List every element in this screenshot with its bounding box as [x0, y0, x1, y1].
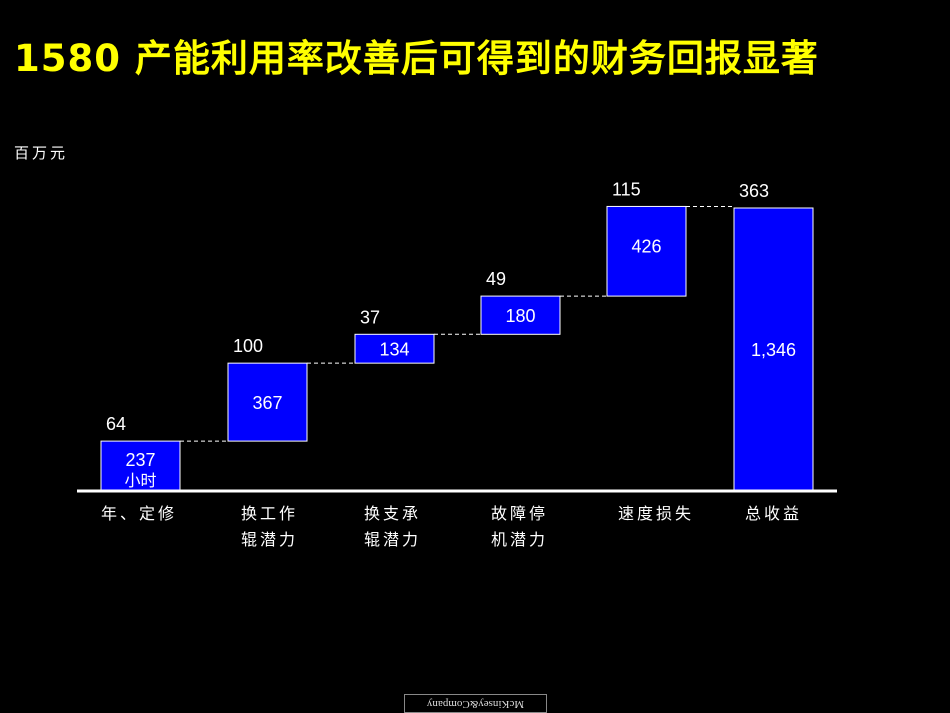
category-label: 年、定修: [101, 504, 178, 523]
category-label: 换支承 辊潜力: [364, 504, 422, 549]
bar-inner-label: 180: [505, 306, 535, 326]
value-label: 115: [612, 179, 641, 199]
bar-inner-label: 237: [125, 450, 155, 470]
category-label: 故障停 机潜力: [491, 504, 549, 549]
bar: [606, 205, 687, 297]
bar: [733, 207, 814, 492]
value-label: 49: [486, 269, 506, 289]
unit-label: 百万元: [14, 144, 69, 162]
bar: [227, 362, 308, 442]
bar-inner-label: 134: [379, 340, 409, 360]
category-label: 总收益: [745, 504, 803, 523]
bar: [100, 440, 181, 492]
bar-inner-label: 1,346: [751, 340, 796, 360]
value-label: 100: [233, 336, 263, 356]
bar: [480, 295, 561, 335]
category-label: 速度损失: [618, 504, 695, 523]
category-label: 换工作 辊潜力: [241, 504, 299, 549]
value-label: 363: [739, 181, 769, 201]
page-title: 1580 产能利用率改善后可得到的财务回报显著: [14, 37, 819, 80]
value-label: 37: [360, 307, 380, 327]
mckinsey-logo: McKinsey&Company: [404, 694, 547, 713]
bar-inner-sublabel: 小时: [124, 471, 156, 490]
bar: [354, 333, 435, 364]
value-label: 64: [106, 414, 126, 434]
bar-inner-label: 367: [252, 393, 282, 413]
bar-inner-label: 426: [631, 236, 661, 256]
